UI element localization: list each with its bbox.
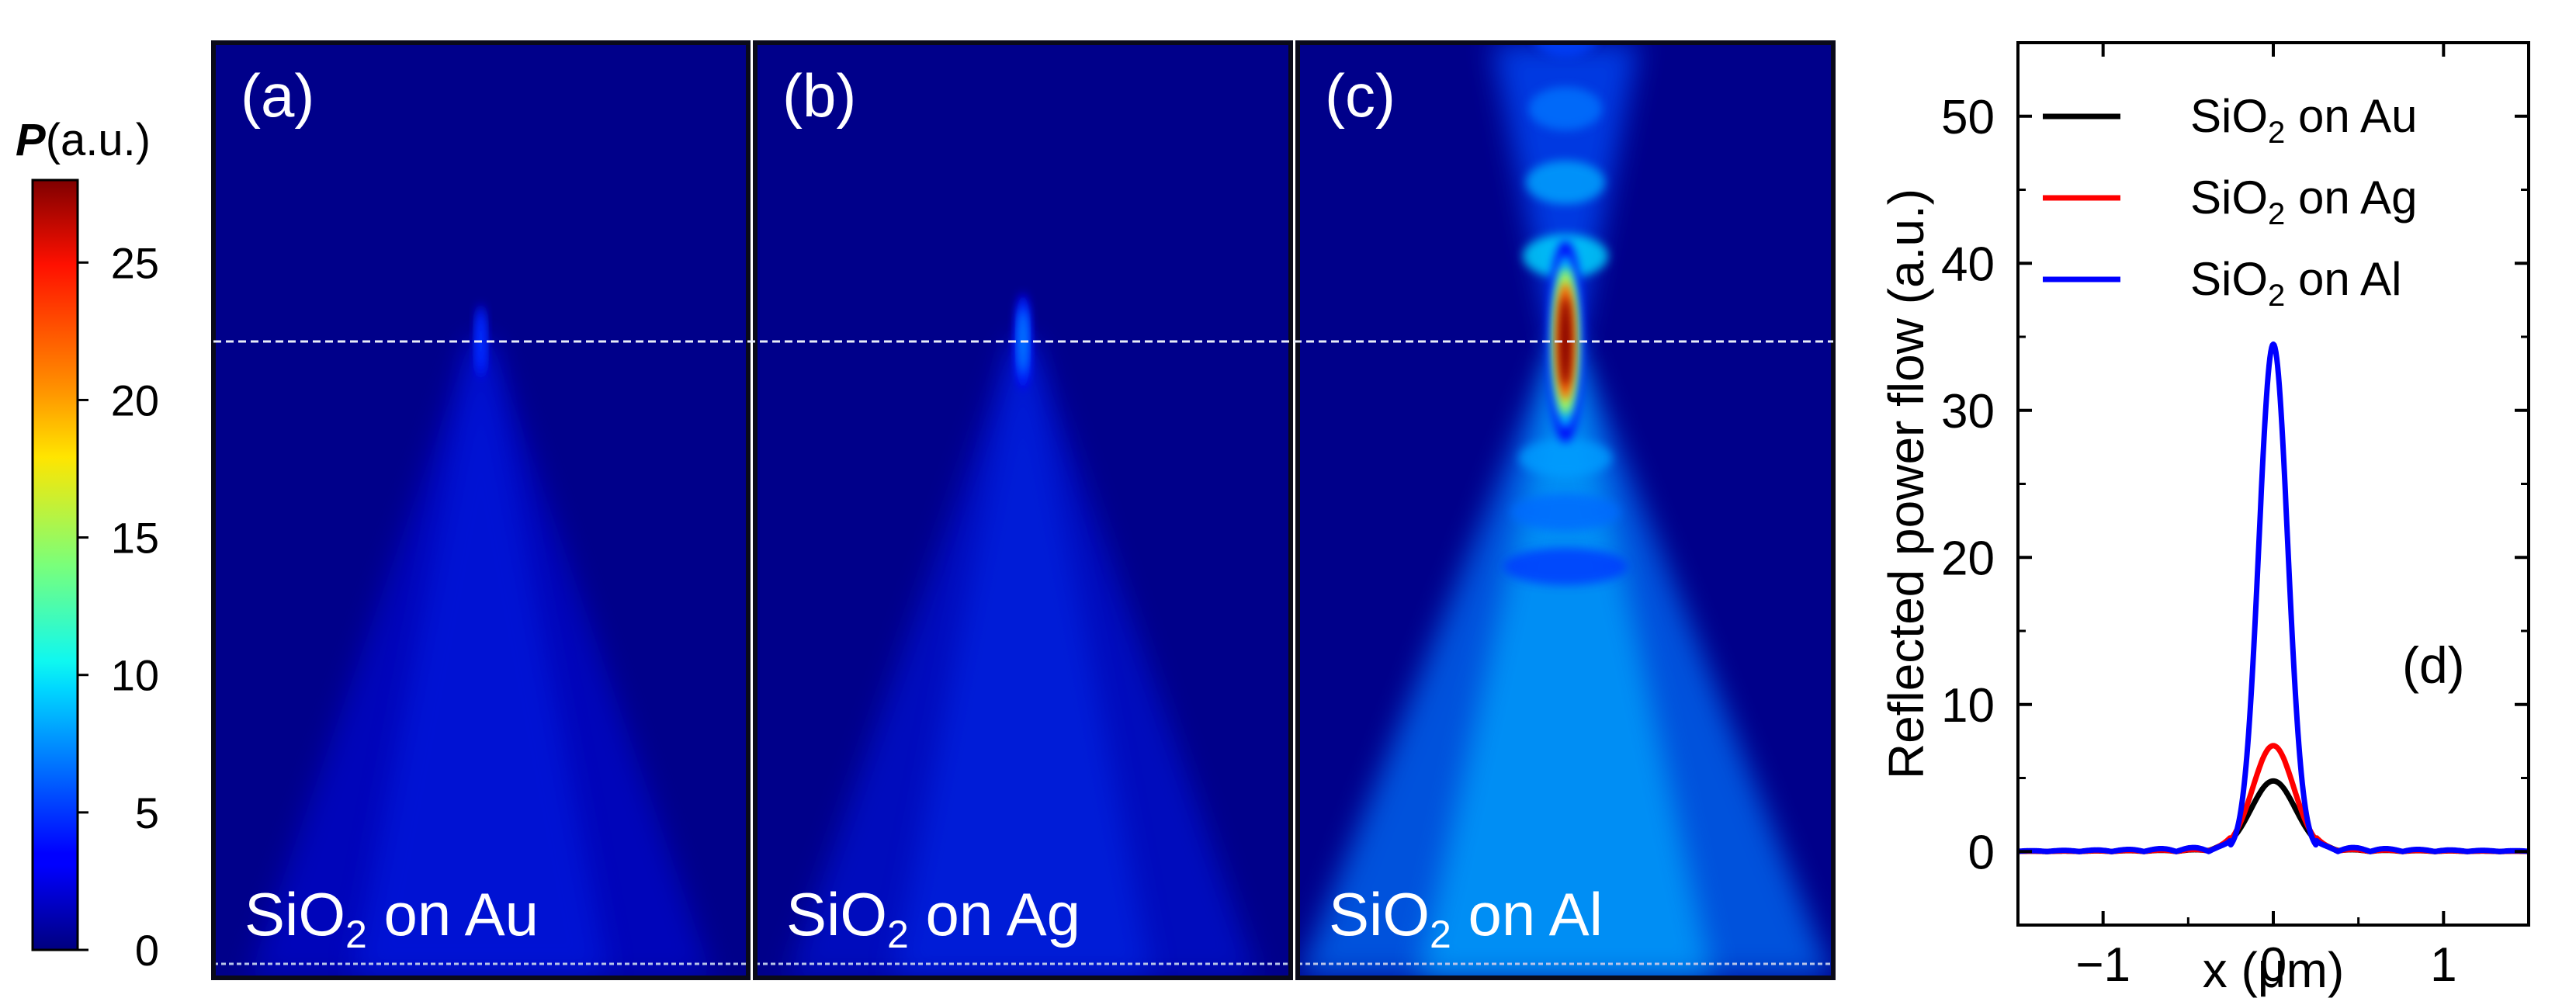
legend-label: SiO2 on Al bbox=[2190, 253, 2401, 313]
panel-label-rest: on Au bbox=[367, 880, 539, 948]
colorbar-tick-label: 15 bbox=[111, 514, 159, 563]
heatmap-frame bbox=[211, 40, 751, 980]
lower-lobe bbox=[1503, 548, 1628, 585]
panel-letter: (c) bbox=[1325, 61, 1395, 130]
heatmap-panels: (a)SiO2 on Au(b)SiO2 on Ag(c)SiO2 on Al bbox=[211, 40, 1836, 980]
legend-label: SiO2 on Ag bbox=[2190, 172, 2417, 231]
colorbar-tick-label: 25 bbox=[111, 238, 159, 287]
heatmap-panel: (c) SiO2 on Al bbox=[1295, 40, 1836, 980]
y-tick-label: 10 bbox=[1941, 679, 1995, 733]
series-line bbox=[2016, 778, 2531, 854]
focal-spot bbox=[1559, 296, 1572, 386]
colorbar-tick-label: 5 bbox=[135, 788, 159, 837]
legend-entry: SiO2 on Al bbox=[2043, 253, 2401, 313]
y-axis-label: Reflected power flow (a.u.) bbox=[1878, 189, 1934, 779]
heatmap-panel: (a) SiO2 on Au bbox=[211, 40, 751, 980]
panel-label-rest: on Ag bbox=[909, 880, 1080, 948]
panel-label: SiO2 on Au bbox=[244, 880, 539, 956]
panel-letter: (a) bbox=[241, 61, 314, 130]
colorbar-label: P(a.u.) bbox=[16, 115, 151, 165]
colorbar-gradient bbox=[31, 178, 79, 951]
x-axis-label: x (μm) bbox=[2203, 942, 2345, 998]
lower-lobe bbox=[1511, 494, 1620, 531]
colorbar-label-unit: (a.u.) bbox=[46, 115, 151, 165]
y-tick-label: 0 bbox=[1968, 826, 1995, 879]
panel-label-sub: 2 bbox=[1430, 913, 1451, 956]
upper-lobe bbox=[1526, 161, 1605, 204]
heatmap-panel: (b) SiO2 on Ag bbox=[753, 40, 1293, 980]
panel-label-main: SiO bbox=[786, 880, 887, 948]
colorbar-ticks: 0 5 10 15 20 25 bbox=[78, 238, 159, 975]
panel-letter: (b) bbox=[782, 61, 856, 130]
colorbar-tick-label: 10 bbox=[111, 651, 159, 700]
panel-label-sub: 2 bbox=[887, 913, 909, 956]
legend-entry: SiO2 on Ag bbox=[2043, 172, 2417, 231]
panel-label-main: SiO bbox=[1329, 880, 1430, 948]
legend-label: SiO2 on Au bbox=[2190, 90, 2417, 150]
upper-lobe bbox=[1529, 87, 1602, 130]
panel-label-sub: 2 bbox=[345, 913, 367, 956]
panel-label: SiO2 on Al bbox=[1329, 880, 1603, 956]
y-tick-label: 40 bbox=[1941, 237, 1995, 291]
colorbar-tick-label: 0 bbox=[135, 926, 159, 975]
series-line bbox=[2016, 341, 2531, 854]
x-tick-label: −1 bbox=[2075, 938, 2130, 992]
y-tick-label: 50 bbox=[1941, 91, 1995, 144]
series-line bbox=[2016, 743, 2531, 854]
lower-lobe bbox=[1519, 439, 1612, 477]
y-tick-label: 20 bbox=[1941, 532, 1995, 585]
heatmap-field bbox=[1298, 43, 1833, 978]
heatmap-frame bbox=[753, 40, 1293, 980]
colorbar: P(a.u.) 0 5 10 15 20 25 bbox=[16, 115, 159, 975]
line-plot: 0 10 20 30 40 50 −1 0 1 x (μm) Reflected power flo… bbox=[1878, 41, 2531, 998]
panel-label-main: SiO bbox=[244, 880, 345, 948]
beam-core bbox=[1418, 341, 1713, 978]
x-tick-label: 1 bbox=[2430, 938, 2456, 992]
legend-entry: SiO2 on Au bbox=[2043, 90, 2417, 150]
y-tick-label: 30 bbox=[1941, 385, 1995, 438]
upper-lobe bbox=[1534, 43, 1597, 57]
colorbar-label-symbol: P bbox=[16, 115, 46, 165]
panel-label-rest: on Al bbox=[1451, 880, 1603, 948]
colorbar-tick-label: 20 bbox=[111, 376, 159, 425]
x-tick-label: 0 bbox=[2260, 938, 2287, 992]
beam-core bbox=[893, 341, 1153, 978]
panel-letter-d: (d) bbox=[2402, 636, 2465, 694]
plot-frame bbox=[2016, 41, 2530, 927]
heatmap-frame bbox=[1295, 40, 1836, 980]
panel-label: SiO2 on Ag bbox=[786, 880, 1080, 956]
beam-core bbox=[352, 341, 609, 978]
